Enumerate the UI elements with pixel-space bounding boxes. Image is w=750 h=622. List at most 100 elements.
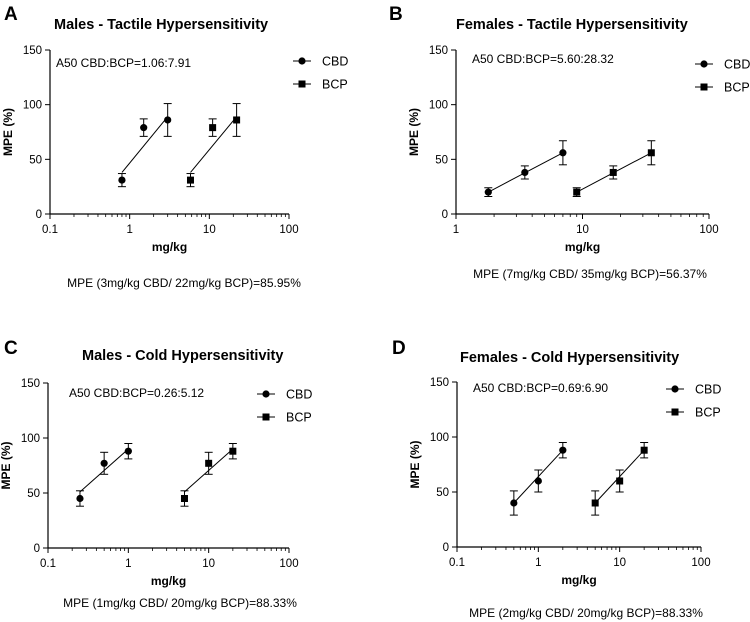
y-tick-label: 100 — [430, 432, 449, 444]
y-tick-label: 150 — [430, 377, 449, 389]
x-tick-label: 10 — [203, 224, 216, 236]
data-point — [209, 124, 217, 132]
data-point — [164, 116, 172, 124]
y-tick-label: 50 — [435, 154, 448, 166]
legend-marker-cbd — [700, 60, 708, 68]
data-point — [140, 124, 148, 132]
legend-marker-bcp — [262, 413, 270, 421]
panel-d: D Females - Cold Hypersensitivity 0 50 100 15… — [392, 338, 721, 620]
y-tick-label: 100 — [21, 433, 40, 445]
y-tick-label: 0 — [34, 543, 40, 555]
data-point — [76, 494, 84, 503]
legend-marker-cbd — [298, 57, 306, 65]
a50-annotation: A50 CBD:BCP=0.26:5.12 — [69, 386, 204, 400]
legend-marker-cbd — [671, 385, 679, 393]
y-axis-label: MPE (%) — [0, 441, 13, 489]
y-axis-label: MPE (%) — [1, 108, 15, 156]
y-axis-label: MPE (%) — [407, 108, 421, 156]
y-tick-label: 150 — [23, 45, 42, 57]
chart-title: Males - Tactile Hypersensitivity — [54, 17, 268, 33]
chart-title: Females - Tactile Hypersensitivity — [456, 17, 688, 33]
x-axis-label: mg/kg — [152, 240, 187, 254]
y-tick-label: 100 — [23, 100, 42, 112]
x-tick-label: 1 — [453, 224, 459, 236]
panel-label: C — [4, 338, 18, 359]
data-point — [510, 499, 518, 507]
panel-b: B Females - Tactile Hypersensitivity 0 50 10… — [389, 4, 750, 281]
x-tick-label: 100 — [279, 558, 298, 570]
x-tick-label: 100 — [279, 224, 298, 236]
y-tick-label: 0 — [442, 209, 448, 221]
data-point — [559, 446, 567, 454]
series-cbd — [117, 103, 172, 188]
legend-marker-cbd — [262, 390, 270, 398]
legend-marker-bcp — [671, 408, 679, 416]
y-tick-label: 0 — [443, 542, 449, 554]
data-point — [186, 176, 194, 184]
data-point — [534, 477, 542, 485]
y-tick-label: 50 — [27, 488, 40, 500]
x-tick-label: 100 — [699, 224, 718, 236]
data-point — [118, 176, 126, 184]
legend-label-bcp: BCP — [724, 81, 750, 95]
x-axis-label: mg/kg — [565, 240, 600, 254]
a50-annotation: A50 CBD:BCP=1.06:7.91 — [56, 56, 191, 70]
data-point — [647, 149, 655, 157]
y-tick-label: 50 — [436, 487, 449, 499]
y-tick-label: 100 — [429, 100, 448, 112]
series-bcp — [186, 103, 241, 188]
x-tick-label: 10 — [202, 558, 215, 570]
x-tick-label: 1 — [535, 557, 541, 569]
data-point — [559, 149, 567, 157]
legend-marker-bcp — [700, 83, 708, 91]
data-point — [640, 446, 648, 454]
y-tick-label: 50 — [29, 154, 42, 166]
mpe-footnote: MPE (7mg/kg CBD/ 35mg/kg BCP)=56.37% — [473, 267, 707, 281]
data-point — [205, 459, 213, 467]
legend-label-cbd: CBD — [322, 55, 348, 69]
series-bcp — [572, 140, 656, 198]
series-cbd — [75, 443, 133, 507]
legend-marker-bcp — [298, 80, 306, 88]
a50-annotation: A50 CBD:BCP=0.69:6.90 — [473, 381, 608, 395]
data-point — [573, 188, 581, 196]
x-axis-label: mg/kg — [151, 574, 186, 588]
data-point — [591, 499, 599, 507]
x-tick-label: 10 — [613, 557, 626, 569]
chart-title: Females - Cold Hypersensitivity — [460, 350, 679, 366]
mpe-footnote: MPE (1mg/kg CBD/ 20mg/kg BCP)=88.33% — [63, 596, 297, 610]
x-tick-label: 1 — [126, 224, 132, 236]
legend-label-cbd: CBD — [286, 388, 312, 402]
mpe-footnote: MPE (2mg/kg CBD/ 20mg/kg BCP)=88.33% — [469, 606, 703, 620]
x-tick-label: 0.1 — [449, 557, 465, 569]
x-tick-label: 10 — [576, 224, 589, 236]
fit-line — [121, 116, 169, 173]
panel-label: B — [389, 4, 403, 25]
legend-label-cbd: CBD — [695, 383, 721, 397]
data-point — [229, 447, 237, 455]
mpe-footnote: MPE (3mg/kg CBD/ 22mg/kg BCP)=85.95% — [67, 276, 301, 290]
y-tick-label: 150 — [429, 45, 448, 57]
data-point — [521, 168, 529, 177]
data-point — [124, 447, 132, 455]
y-axis-label: MPE (%) — [408, 440, 422, 488]
x-tick-label: 100 — [691, 557, 710, 569]
data-point — [100, 459, 108, 467]
panel-label: D — [392, 338, 406, 359]
panel-c: C Males - Cold Hypersensitivity 0 50 100 150 0… — [0, 338, 312, 610]
fit-line — [190, 116, 237, 173]
x-axis-label: mg/kg — [561, 573, 596, 587]
series-bcp — [180, 443, 237, 507]
legend-label-bcp: BCP — [286, 411, 312, 425]
data-point — [484, 188, 492, 196]
legend-label-cbd: CBD — [724, 58, 750, 72]
x-tick-label: 1 — [125, 558, 131, 570]
legend-label-bcp: BCP — [322, 78, 348, 92]
x-tick-label: 0.1 — [40, 558, 56, 570]
series-cbd — [509, 442, 567, 516]
a50-annotation: A50 CBD:BCP=5.60:28.32 — [472, 52, 614, 66]
x-tick-label: 0.1 — [42, 224, 58, 236]
chart-title: Males - Cold Hypersensitivity — [82, 348, 283, 364]
y-tick-label: 150 — [21, 378, 40, 390]
